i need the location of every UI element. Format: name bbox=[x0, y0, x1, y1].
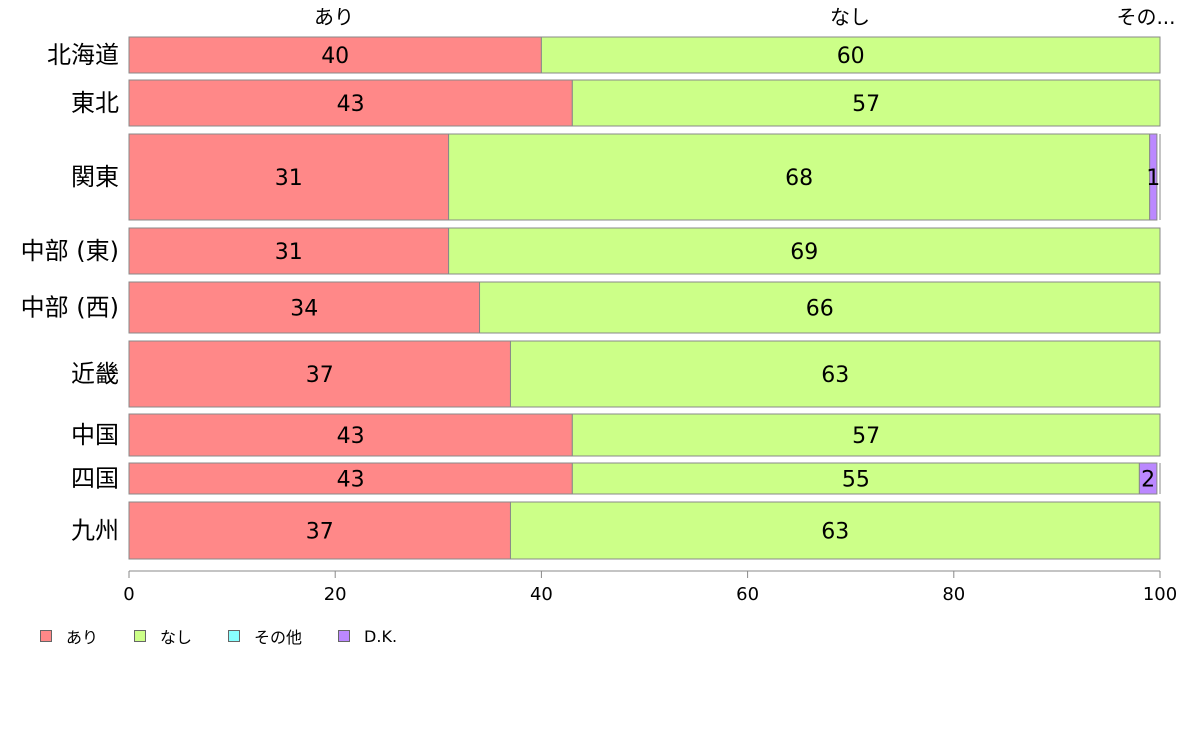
legend-swatch-other bbox=[228, 630, 241, 642]
data-label-1-6: 57 bbox=[852, 424, 880, 449]
bar-0-3 bbox=[128, 227, 450, 275]
data-label-0-5: 37 bbox=[306, 363, 334, 388]
bar-0-1 bbox=[128, 79, 573, 127]
y-label-2: 関東 bbox=[71, 163, 119, 191]
data-label-3-2: 1 bbox=[1146, 166, 1160, 191]
legend-label-dk: D.K. bbox=[364, 626, 398, 646]
bar-1-7 bbox=[571, 462, 1140, 495]
bar-1-8 bbox=[509, 501, 1161, 560]
x-tick-label-2: 40 bbox=[530, 584, 553, 605]
y-label-8: 九州 bbox=[71, 517, 119, 545]
bar-1-6 bbox=[571, 413, 1161, 457]
stacked-bar-chart: あり なし その... 北海道 40 60 東北 43 57 関東 31 68 1 中部 (東) 31 69 中… bbox=[21, 5, 1178, 605]
x-tick-label-5: 100 bbox=[1143, 584, 1177, 605]
bar-1-4 bbox=[479, 281, 1161, 334]
top-label-0: あり bbox=[314, 5, 354, 29]
bar-0-5 bbox=[128, 340, 511, 408]
data-label-1-8: 63 bbox=[821, 520, 849, 545]
data-label-0-2: 31 bbox=[275, 166, 303, 191]
legend-label-other: その他 bbox=[254, 628, 303, 647]
bar-0-6 bbox=[128, 413, 573, 457]
legend-swatch-nashi bbox=[134, 630, 147, 642]
data-label-0-6: 43 bbox=[337, 424, 365, 449]
data-label-1-4: 66 bbox=[806, 297, 834, 322]
bar-1-2 bbox=[448, 133, 1151, 221]
y-label-0: 北海道 bbox=[47, 41, 119, 69]
legend-label-ari: あり bbox=[66, 628, 99, 647]
data-label-1-3: 69 bbox=[790, 240, 818, 265]
data-label-1-0: 60 bbox=[837, 44, 865, 69]
bar-0-0 bbox=[128, 36, 542, 74]
y-label-6: 中国 bbox=[71, 421, 119, 449]
legend-item-nashi: なし bbox=[134, 624, 192, 648]
data-label-0-4: 34 bbox=[290, 297, 318, 322]
y-label-3: 中部 (東) bbox=[21, 237, 119, 265]
x-tick-label-0: 0 bbox=[123, 584, 134, 605]
data-label-1-7: 55 bbox=[842, 468, 870, 493]
data-label-1-5: 63 bbox=[821, 363, 849, 388]
data-label-0-1: 43 bbox=[337, 92, 365, 117]
data-label-0-8: 37 bbox=[306, 520, 334, 545]
y-label-7: 四国 bbox=[71, 465, 119, 493]
data-label-1-1: 57 bbox=[852, 92, 880, 117]
legend-item-ari: あり bbox=[40, 624, 98, 648]
legend-item-dk: D.K. bbox=[338, 624, 397, 648]
y-label-1: 東北 bbox=[71, 89, 119, 117]
y-label-5: 近畿 bbox=[71, 360, 119, 388]
data-label-0-0: 40 bbox=[321, 44, 349, 69]
legend-swatch-ari bbox=[40, 630, 52, 642]
bar-3-7 bbox=[1138, 462, 1158, 495]
x-tick-label-3: 60 bbox=[736, 584, 759, 605]
x-tick-label-1: 20 bbox=[324, 584, 347, 605]
data-label-0-7: 43 bbox=[337, 468, 365, 493]
bar-1-0 bbox=[540, 36, 1161, 74]
legend-item-other: その他 bbox=[228, 624, 302, 648]
bar-0-4 bbox=[128, 281, 481, 334]
data-label-0-3: 31 bbox=[275, 240, 303, 265]
bar-1-3 bbox=[448, 227, 1161, 275]
bar-0-7 bbox=[128, 462, 573, 495]
bar-0-8 bbox=[128, 501, 511, 560]
data-label-3-7: 2 bbox=[1141, 468, 1155, 493]
bar-1-5 bbox=[509, 340, 1161, 408]
legend-label-nashi: なし bbox=[160, 628, 193, 647]
y-label-4: 中部 (西) bbox=[21, 294, 119, 322]
bar-3-2 bbox=[1149, 133, 1158, 221]
top-label-1: なし bbox=[830, 5, 870, 29]
x-tick-label-4: 80 bbox=[942, 584, 965, 605]
legend: あり なし その他 D.K. bbox=[40, 624, 397, 648]
top-label-2: その... bbox=[1116, 5, 1175, 29]
data-label-1-2: 68 bbox=[785, 166, 813, 191]
legend-swatch-dk bbox=[338, 630, 351, 642]
